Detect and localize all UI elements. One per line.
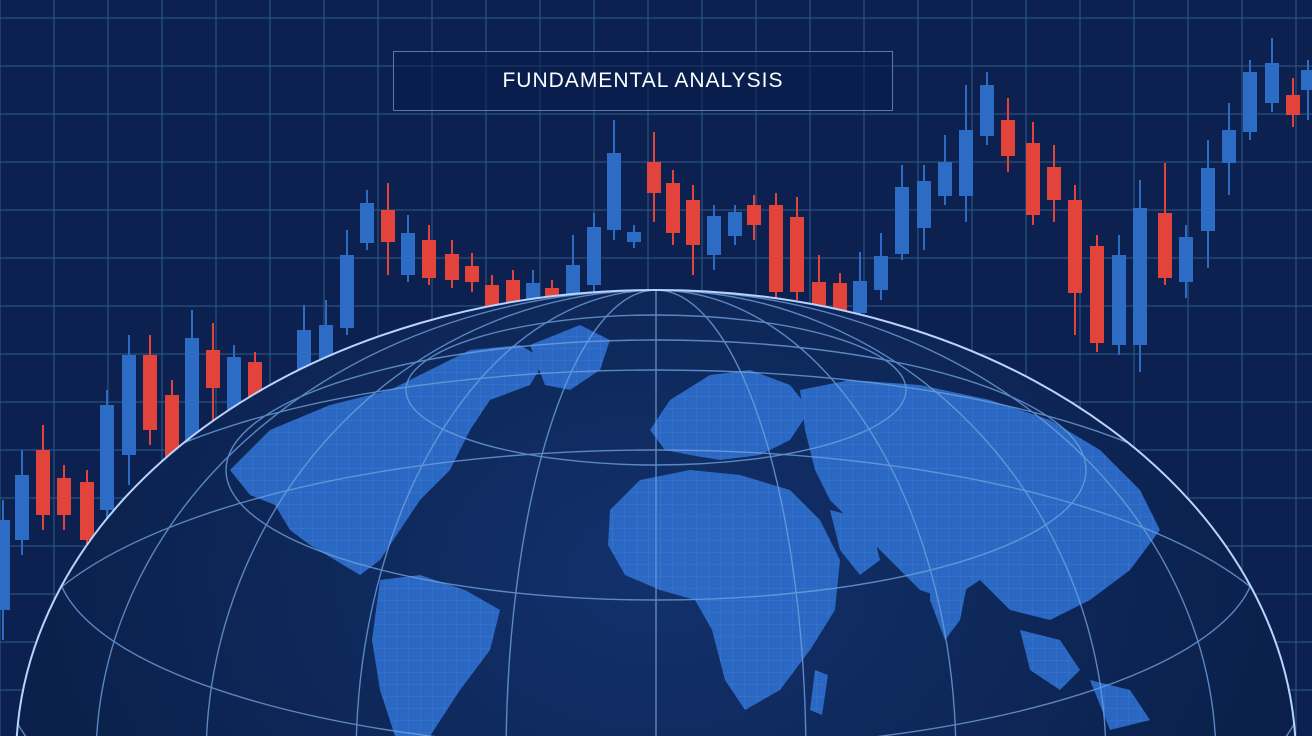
candle-body xyxy=(647,162,661,193)
candle-body xyxy=(686,200,700,245)
candle-body xyxy=(1201,168,1215,231)
candle-body xyxy=(422,240,436,278)
candle-body xyxy=(57,478,71,515)
page-title: FUNDAMENTAL ANALYSIS xyxy=(502,69,784,92)
candle-body xyxy=(790,217,804,292)
candle-body xyxy=(666,183,680,233)
candle-body xyxy=(36,450,50,515)
candle-body xyxy=(165,395,179,465)
candle-body xyxy=(360,203,374,243)
candle-body xyxy=(895,187,909,254)
candle-body xyxy=(607,153,621,230)
candle-body xyxy=(566,265,580,300)
title-banner: FUNDAMENTAL ANALYSIS xyxy=(393,51,893,111)
candle-body xyxy=(340,255,354,328)
candle-body xyxy=(980,85,994,136)
candle-body xyxy=(1243,72,1257,132)
candlestick-chart-icon xyxy=(0,38,1312,640)
candle-body xyxy=(185,338,199,460)
candle-body xyxy=(627,232,641,242)
candle-body xyxy=(1112,255,1126,345)
candle-body xyxy=(445,254,459,280)
candle-body xyxy=(0,520,10,610)
candle-body xyxy=(1001,120,1015,156)
candle-body xyxy=(1026,143,1040,215)
candle-body xyxy=(707,216,721,255)
candle-body xyxy=(1158,213,1172,278)
candle-body xyxy=(206,350,220,388)
candle-body xyxy=(1090,246,1104,343)
globe-icon xyxy=(16,289,1296,736)
candle-body xyxy=(1286,95,1300,115)
candle-body xyxy=(853,281,867,313)
candle-body xyxy=(381,210,395,242)
candle-body xyxy=(100,405,114,510)
candle-body xyxy=(938,162,952,196)
candle-body xyxy=(1301,70,1312,90)
candle-body xyxy=(728,212,742,236)
candle-body xyxy=(587,227,601,285)
candle-body xyxy=(917,181,931,228)
candle-body xyxy=(747,205,761,225)
candle-body xyxy=(143,355,157,430)
candle-body xyxy=(1133,208,1147,345)
candle-body xyxy=(227,357,241,418)
candle-body xyxy=(1068,200,1082,293)
candle-body xyxy=(506,280,520,305)
candle-body xyxy=(1047,167,1061,200)
continents xyxy=(230,325,1160,736)
candle-body xyxy=(1179,237,1193,282)
candle-body xyxy=(80,482,94,540)
candle-body xyxy=(465,266,479,282)
candle-body xyxy=(1222,130,1236,163)
candle-body xyxy=(15,475,29,540)
candle-body xyxy=(1265,63,1279,103)
candle-body xyxy=(122,355,136,455)
candle-body xyxy=(401,233,415,275)
candle-body xyxy=(959,130,973,196)
candle-body xyxy=(769,205,783,292)
candle-body xyxy=(874,256,888,290)
